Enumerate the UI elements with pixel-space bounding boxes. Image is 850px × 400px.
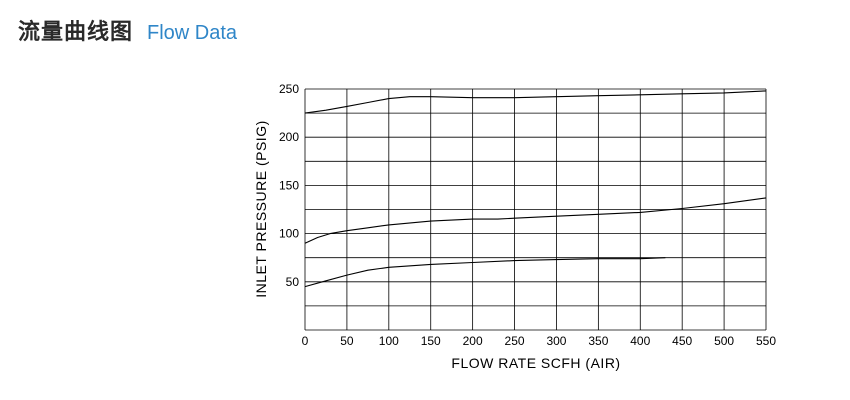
y-tick-label: 100 xyxy=(279,227,299,241)
y-tick-label: 200 xyxy=(279,130,299,144)
page-header: 流量曲线图 Flow Data xyxy=(18,14,237,46)
x-tick-label: 450 xyxy=(672,334,692,348)
chart-grid xyxy=(304,88,767,331)
series-line-1 xyxy=(304,90,767,114)
x-tick-label: 150 xyxy=(421,334,441,348)
x-tick-label: 50 xyxy=(340,334,354,348)
x-tick-label: 200 xyxy=(463,334,483,348)
x-axis-label: FLOW RATE SCFH (AIR) xyxy=(451,355,620,371)
x-tick-label: 500 xyxy=(714,334,734,348)
x-tick-label: 300 xyxy=(546,334,566,348)
chart-series xyxy=(304,90,767,288)
y-tick-label: 50 xyxy=(286,275,300,289)
series-line-3 xyxy=(304,257,666,288)
x-tick-label: 550 xyxy=(756,334,776,348)
x-tick-label: 0 xyxy=(302,334,309,348)
x-tick-label: 400 xyxy=(630,334,650,348)
page-title-cn: 流量曲线图 xyxy=(18,20,134,45)
series-line-2 xyxy=(304,197,767,244)
page-title-en: Flow Data xyxy=(147,22,238,44)
x-tick-label: 250 xyxy=(505,334,525,348)
y-tick-label: 150 xyxy=(279,178,299,192)
x-tick-label: 100 xyxy=(379,334,399,348)
y-tick-label: 250 xyxy=(279,82,299,96)
x-tick-label: 350 xyxy=(588,334,608,348)
chart-ticks: 0 50 100 150 200 250 300 350 400 450 500 550 50 100 15… xyxy=(279,82,776,348)
y-axis-label: INLET PRESSURE (PSIG) xyxy=(253,120,269,298)
